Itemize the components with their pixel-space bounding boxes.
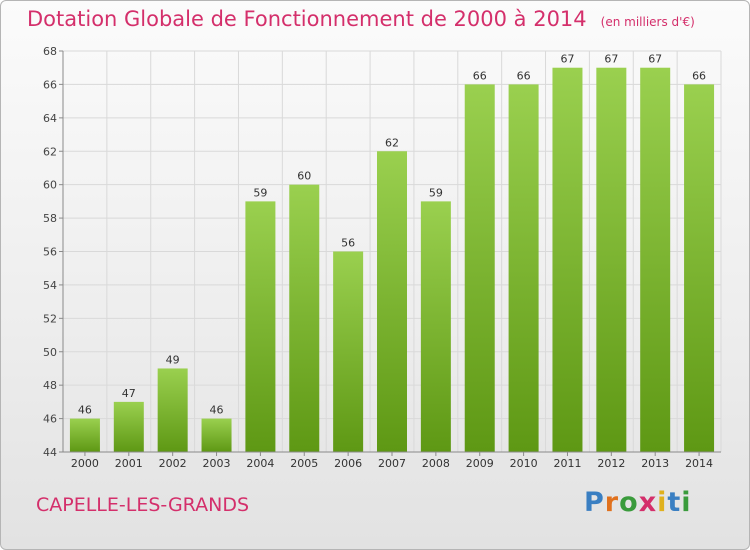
data-label: 59 xyxy=(429,186,443,199)
data-labels: 46 47 49 46 59 60 56 62 59 66 66 67 67 67 66 xyxy=(78,53,706,417)
logo-letter: x xyxy=(638,487,658,518)
x-tick-label: 2004 xyxy=(246,457,274,470)
x-tick-label: 2006 xyxy=(334,457,362,470)
y-tick-label: 56 xyxy=(43,246,57,259)
y-tick-label: 58 xyxy=(43,212,57,225)
logo-letter: t xyxy=(667,487,682,518)
data-label: 47 xyxy=(122,387,136,400)
proxiti-logo: Proxiti xyxy=(584,487,692,518)
bar xyxy=(596,67,627,452)
data-label: 67 xyxy=(604,53,618,66)
bar xyxy=(289,184,320,452)
data-label: 46 xyxy=(78,404,92,417)
chart-unit: (en milliers d'€) xyxy=(600,15,695,29)
logo-letter: r xyxy=(604,487,620,518)
data-label: 56 xyxy=(341,237,355,250)
y-tick-label: 46 xyxy=(43,413,57,426)
data-label: 66 xyxy=(473,69,487,82)
y-tick-label: 60 xyxy=(43,179,57,192)
x-tick-label: 2007 xyxy=(378,457,406,470)
y-tick-label: 66 xyxy=(43,78,57,91)
x-tick-label: 2013 xyxy=(641,457,669,470)
bar xyxy=(113,401,144,452)
x-tick-label: 2000 xyxy=(71,457,99,470)
bars xyxy=(69,67,715,453)
bar xyxy=(508,84,539,453)
logo-letter: i xyxy=(657,487,668,518)
logo-letter: P xyxy=(584,487,605,518)
bar xyxy=(201,418,232,452)
data-label: 67 xyxy=(648,53,662,66)
y-tick-label: 50 xyxy=(43,346,57,359)
y-tick-label: 54 xyxy=(43,279,57,292)
data-label: 49 xyxy=(166,353,180,366)
chart-title-text: Dotation Globale de Fonctionnement de 20… xyxy=(27,7,587,31)
bar xyxy=(420,201,451,452)
data-label: 59 xyxy=(253,186,267,199)
y-tick-label: 44 xyxy=(43,446,57,459)
bar xyxy=(684,84,715,453)
bar xyxy=(552,67,583,452)
bar xyxy=(157,368,188,452)
x-tick-label: 2001 xyxy=(115,457,143,470)
data-label: 60 xyxy=(297,170,311,183)
data-label: 62 xyxy=(385,136,399,149)
chart-title: Dotation Globale de Fonctionnement de 20… xyxy=(27,7,695,31)
bar xyxy=(69,418,100,452)
bar xyxy=(333,251,364,452)
y-tick-label: 64 xyxy=(43,112,57,125)
y-tick-label: 48 xyxy=(43,379,57,392)
logo-letter: o xyxy=(619,487,639,518)
x-tick-label: 2011 xyxy=(553,457,581,470)
data-label: 67 xyxy=(560,53,574,66)
bar xyxy=(245,201,276,452)
axes: 44 46 48 50 52 54 56 58 60 62 64 66 68 2000 2001 2002 20… xyxy=(43,45,721,470)
x-tick-label: 2012 xyxy=(597,457,625,470)
x-tick-label: 2014 xyxy=(685,457,713,470)
bar xyxy=(464,84,495,453)
x-tick-label: 2008 xyxy=(422,457,450,470)
x-tick-label: 2002 xyxy=(159,457,187,470)
data-label: 66 xyxy=(692,69,706,82)
bar xyxy=(377,151,407,452)
y-tick-label: 52 xyxy=(43,312,57,325)
city-name: CAPELLE-LES-GRANDS xyxy=(36,494,250,516)
x-tick-label: 2005 xyxy=(290,457,318,470)
data-label: 66 xyxy=(517,69,531,82)
bar xyxy=(640,67,671,452)
data-label: 46 xyxy=(210,404,224,417)
logo-letter: i xyxy=(681,487,692,518)
x-tick-label: 2010 xyxy=(510,457,538,470)
x-tick-label: 2009 xyxy=(466,457,494,470)
y-tick-label: 62 xyxy=(43,145,57,158)
y-tick-label: 68 xyxy=(43,45,57,58)
x-tick-label: 2003 xyxy=(203,457,231,470)
